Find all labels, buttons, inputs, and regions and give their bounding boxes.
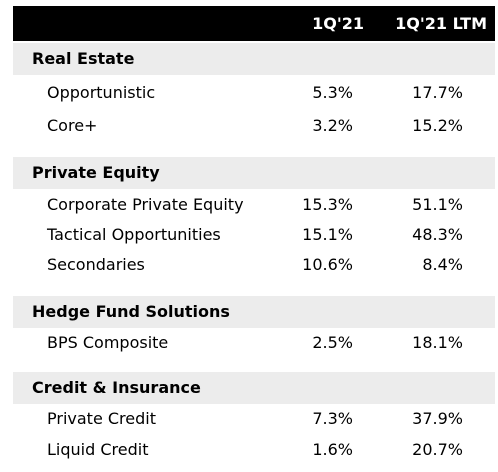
row-value-1q21: 15.1% — [302, 225, 353, 244]
section-title: Credit & Insurance — [32, 378, 201, 397]
row-value-ltm: 20.7% — [412, 440, 463, 459]
row-value-ltm: 17.7% — [412, 83, 463, 102]
row-label: Core+ — [47, 116, 98, 135]
row-value-1q21: 2.5% — [312, 333, 353, 352]
row-value-ltm: 18.1% — [412, 333, 463, 352]
row-value-1q21: 5.3% — [312, 83, 353, 102]
row-value-1q21: 3.2% — [312, 116, 353, 135]
row-value-1q21: 7.3% — [312, 409, 353, 428]
row-value-ltm: 51.1% — [412, 195, 463, 214]
row-value-1q21: 15.3% — [302, 195, 353, 214]
column-header-1q21: 1Q'21 — [312, 14, 364, 33]
row-label: Liquid Credit — [47, 440, 149, 459]
row-label: Corporate Private Equity — [47, 195, 244, 214]
section-header-real-estate — [13, 43, 495, 75]
column-header-1q21-ltm: 1Q'21 LTM — [395, 14, 487, 33]
section-header-private-equity — [13, 157, 495, 189]
row-value-1q21: 1.6% — [312, 440, 353, 459]
section-title: Private Equity — [32, 163, 160, 182]
row-value-ltm: 8.4% — [422, 255, 463, 274]
row-value-ltm: 37.9% — [412, 409, 463, 428]
row-label: BPS Composite — [47, 333, 169, 352]
row-value-ltm: 48.3% — [412, 225, 463, 244]
section-header-hedge-fund-solutions — [13, 296, 495, 328]
row-value-1q21: 10.6% — [302, 255, 353, 274]
table-header: 1Q'21 1Q'21 LTM — [13, 6, 495, 41]
row-value-ltm: 15.2% — [412, 116, 463, 135]
row-label: Tactical Opportunities — [47, 225, 221, 244]
row-label: Secondaries — [47, 255, 145, 274]
section-header-credit-insurance — [13, 372, 495, 404]
row-label: Opportunistic — [47, 83, 156, 102]
section-title: Real Estate — [32, 49, 135, 68]
section-title: Hedge Fund Solutions — [32, 302, 230, 321]
row-label: Private Credit — [47, 409, 156, 428]
